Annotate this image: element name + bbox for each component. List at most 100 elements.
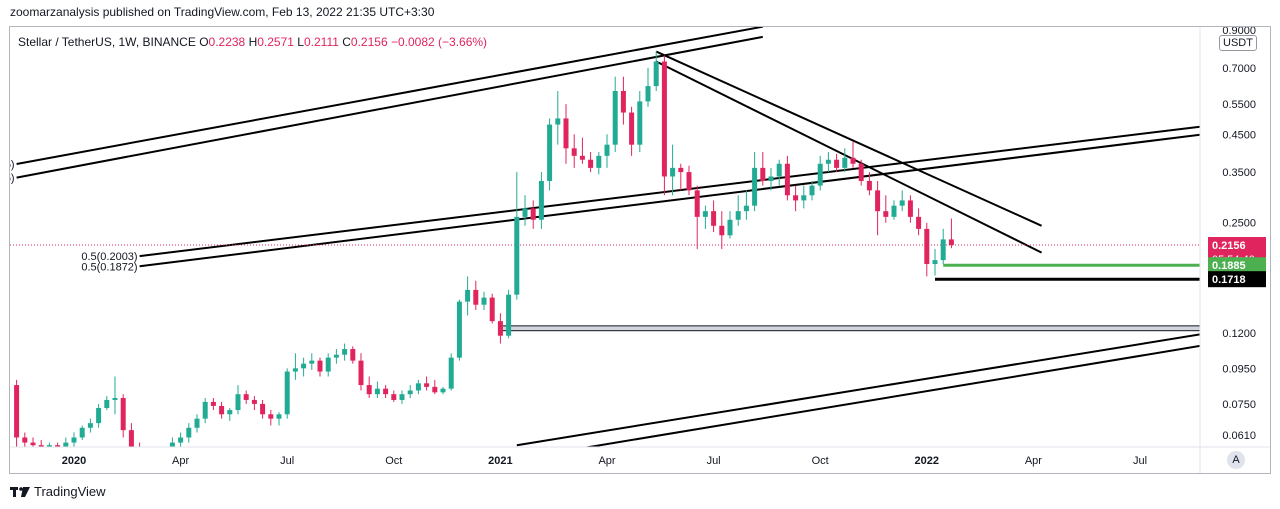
symbol-title[interactable]: Stellar / TetherUS, 1W, BINANCE xyxy=(18,35,196,49)
candle-body xyxy=(702,211,708,217)
candle-body xyxy=(391,394,397,400)
candle-body xyxy=(735,211,741,220)
candle-body xyxy=(932,260,938,265)
candle-body xyxy=(571,148,577,156)
candle-2 xyxy=(30,437,36,447)
candle-76 xyxy=(637,91,643,153)
candle-37 xyxy=(317,357,323,377)
candle-34 xyxy=(292,353,298,380)
candle-body xyxy=(112,398,118,400)
candle-body xyxy=(506,294,512,336)
candle-67 xyxy=(563,104,569,164)
trendline-4 xyxy=(655,50,1043,227)
candle-16 xyxy=(145,451,150,471)
candle-body xyxy=(104,399,110,408)
candle-91 xyxy=(760,152,766,186)
candle-100 xyxy=(834,153,840,173)
candle-body xyxy=(46,445,52,447)
candle-74 xyxy=(620,76,626,125)
candle-22 xyxy=(194,414,200,433)
candle-body xyxy=(768,176,774,181)
candle-71 xyxy=(596,152,602,175)
candle-104 xyxy=(866,172,872,196)
candle-body xyxy=(784,163,790,196)
candle-body xyxy=(210,401,216,406)
candle-46 xyxy=(391,390,397,402)
x-tick-label-0: 2020 xyxy=(62,455,86,467)
candle-body xyxy=(350,349,356,361)
candle-body xyxy=(678,167,684,173)
candle-84 xyxy=(702,205,708,229)
candle-body xyxy=(801,195,807,201)
candle-body xyxy=(891,205,897,217)
candle-13 xyxy=(120,394,126,438)
candle-body xyxy=(514,216,520,295)
candle-body xyxy=(415,383,421,391)
plot-area: (0.3695) (0.3375) 0.5(0.1872)0.5(0.2003) xyxy=(10,27,1200,471)
tradingview-brand-name: TradingView xyxy=(34,484,106,499)
candle-body xyxy=(383,388,389,395)
candle-body xyxy=(162,453,167,459)
candle-14 xyxy=(128,423,134,447)
candle-82 xyxy=(686,165,692,196)
last-price-label: 0.2156 xyxy=(1212,240,1246,252)
auto-scale-button[interactable]: A xyxy=(1227,451,1245,469)
candle-body xyxy=(711,211,717,226)
candle-body xyxy=(38,445,44,447)
y-tick-label-6: 0.1200 xyxy=(1222,328,1256,340)
candle-73 xyxy=(612,76,618,153)
candle-body xyxy=(850,157,856,164)
candle-body xyxy=(96,407,102,424)
candle-69 xyxy=(579,137,585,164)
candle-61 xyxy=(514,172,520,300)
fib-label-0-5-0-2003: 0.5(0.2003) xyxy=(81,251,137,263)
candle-88 xyxy=(735,195,741,226)
candle-body xyxy=(670,167,676,177)
candle-body xyxy=(366,385,372,395)
x-tick-label-2: Jul xyxy=(280,455,294,467)
trendline-5 xyxy=(655,60,1043,254)
y-tick-label-7: 0.0950 xyxy=(1222,363,1256,375)
chart-frame[interactable]: (0.3695) (0.3375) 0.5(0.1872)0.5(0.2003) 0.… xyxy=(9,26,1271,474)
candle-87 xyxy=(727,211,733,239)
support-green-label-bg xyxy=(1208,257,1266,274)
candle-26 xyxy=(227,407,233,421)
candle-body xyxy=(817,163,823,186)
candle-body xyxy=(694,190,700,217)
price-chart[interactable]: (0.3695) (0.3375) 0.5(0.1872)0.5(0.2003) 0.… xyxy=(10,27,1271,474)
candle-102 xyxy=(850,141,856,168)
y-tick-label-5: 0.2500 xyxy=(1222,218,1256,230)
candle-58 xyxy=(489,293,495,324)
candle-body xyxy=(924,228,930,265)
candle-11 xyxy=(104,396,110,411)
candle-body xyxy=(579,155,585,160)
candle-66 xyxy=(555,91,561,145)
x-tick-label-5: Apr xyxy=(598,455,615,467)
candle-body xyxy=(661,61,667,177)
y-tick-label-9: 0.0610 xyxy=(1222,430,1256,442)
candle-body xyxy=(596,155,602,168)
trendline-7 xyxy=(583,344,1200,447)
trendline-6 xyxy=(516,333,1200,447)
tradingview-logo-icon xyxy=(10,485,30,499)
tradingview-logo[interactable]: TradingView xyxy=(10,484,106,499)
x-tick-label-1: Apr xyxy=(172,455,189,467)
currency-button[interactable]: USDT xyxy=(1219,35,1257,51)
candle-49 xyxy=(415,379,421,395)
candle-body xyxy=(530,208,536,220)
y-tick-label-1: 0.7000 xyxy=(1222,63,1256,75)
candle-body xyxy=(79,427,85,438)
candle-96 xyxy=(801,185,807,209)
candle-body xyxy=(727,219,733,236)
candle-body xyxy=(620,91,626,113)
candle-body xyxy=(243,394,249,400)
candle-42 xyxy=(358,353,364,391)
candle-body xyxy=(186,427,192,438)
fib-label-0-3375: (0.3375) xyxy=(10,173,15,185)
candle-body xyxy=(30,442,36,446)
candle-body xyxy=(522,208,528,217)
candle-103 xyxy=(858,159,864,186)
candle-15 xyxy=(139,442,141,447)
candle-43 xyxy=(366,376,372,399)
candle-body xyxy=(645,86,651,102)
